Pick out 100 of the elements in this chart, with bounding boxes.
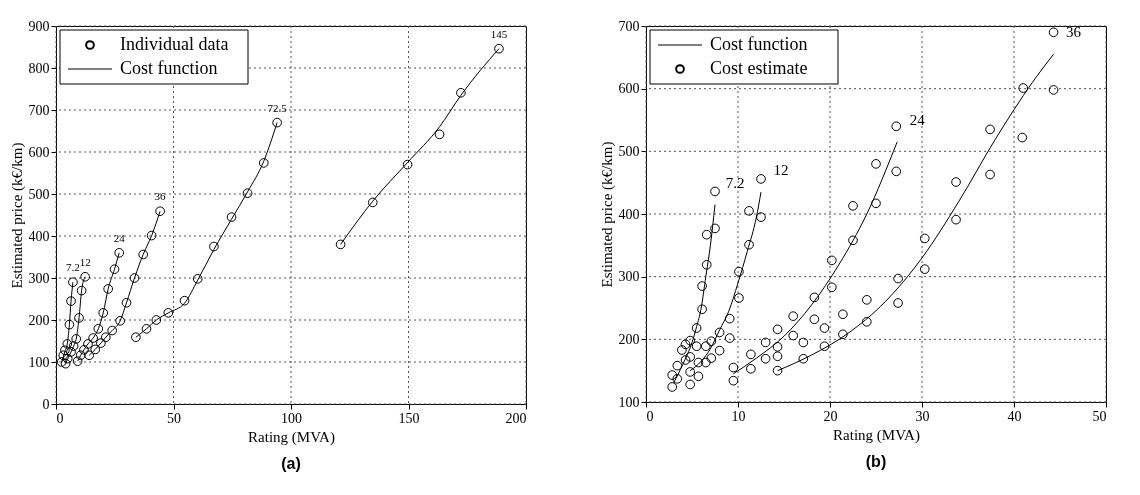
point [76,285,87,296]
point [367,197,378,208]
text: (b) [865,453,887,470]
legend-label: Cost function [710,34,808,54]
point [163,308,174,318]
y-tick-label: 900 [28,18,50,34]
x-axis-title: Rating (MVA) [248,428,335,446]
point [75,350,86,361]
x-tick-label: 100 [281,410,302,426]
y-tick-label: 400 [28,228,50,244]
point [151,315,162,325]
point [80,271,90,282]
point [60,358,71,369]
point [226,212,237,222]
point [258,158,269,168]
point [62,339,73,349]
point [209,241,219,252]
annotation: 7.2 [66,261,80,274]
point [129,273,140,283]
y-tick-label: 300 [618,269,640,285]
annotation: 12 [773,162,789,179]
point [93,324,104,334]
x-tick-label: 200 [505,410,527,426]
point [141,324,152,334]
annotation: 24 [113,231,126,244]
annotation: 36 [1066,24,1082,41]
point [62,353,73,364]
point [88,333,98,343]
point [100,332,111,343]
x-tick-label: 20 [823,408,838,424]
y-tick-label: 700 [28,102,50,118]
legend-label: Cost estimate [710,58,808,78]
point [84,350,94,361]
point [146,230,157,241]
point [58,350,69,361]
point [64,319,75,330]
point [66,296,76,306]
y-axis-title: Estimated price (k€/km) [8,142,26,289]
point [68,277,78,288]
point [272,117,282,128]
x-tick-label: 50 [1092,408,1107,424]
annotation: 12 [79,255,91,268]
annotation: 24 [909,111,926,128]
annotation: 72.5 [267,101,288,114]
point [155,206,165,217]
y-tick-label: 200 [618,331,640,347]
y-tick-label: 600 [28,144,50,160]
text: (a) [281,455,301,472]
point [79,345,89,355]
point [121,297,132,308]
y-tick-label: 400 [618,206,640,222]
point [60,345,70,356]
annotation: 36 [154,190,167,203]
point [96,338,106,348]
point [72,356,83,366]
y-tick-label: 600 [618,81,640,97]
point [242,188,253,198]
annotation: 145 [490,27,508,40]
point [83,339,93,349]
x-tick-label: 10 [731,408,746,424]
point [103,284,113,294]
x-tick-label: 30 [915,408,930,424]
point [71,334,82,344]
annotation: 7.2 [725,174,745,191]
x-axis-title: Rating (MVA) [833,426,920,444]
point [66,347,76,357]
y-tick-label: 0 [42,396,50,412]
point [131,332,141,343]
point [68,341,79,351]
point [402,159,413,170]
point [138,249,149,260]
point [335,239,346,250]
y-axis-title: Estimated price (k€/km) [598,141,616,288]
x-tick-label: 40 [1007,408,1022,424]
legend-label: Cost function [120,58,218,78]
y-tick-label: 500 [618,143,640,159]
x-tick-label: 150 [398,410,420,426]
point [434,129,445,140]
y-tick-label: 800 [28,60,50,76]
point [74,313,84,323]
x-tick-label: 0 [56,410,64,426]
x-tick-label: 0 [646,408,654,424]
point [456,87,466,98]
y-tick-label: 200 [28,312,50,328]
x-tick-label: 50 [167,410,181,426]
y-tick-label: 100 [28,354,50,370]
point [109,264,120,274]
y-tick-label: 100 [618,394,640,410]
point [90,344,101,355]
point [192,274,203,284]
point [115,316,125,326]
legend-label: Individual data [120,34,229,54]
y-tick-label: 500 [28,186,50,202]
point [114,247,125,258]
y-tick-label: 300 [28,270,50,286]
point [98,308,109,318]
point [107,325,117,336]
y-tick-label: 700 [618,18,640,34]
point [179,295,190,306]
point [494,43,504,54]
